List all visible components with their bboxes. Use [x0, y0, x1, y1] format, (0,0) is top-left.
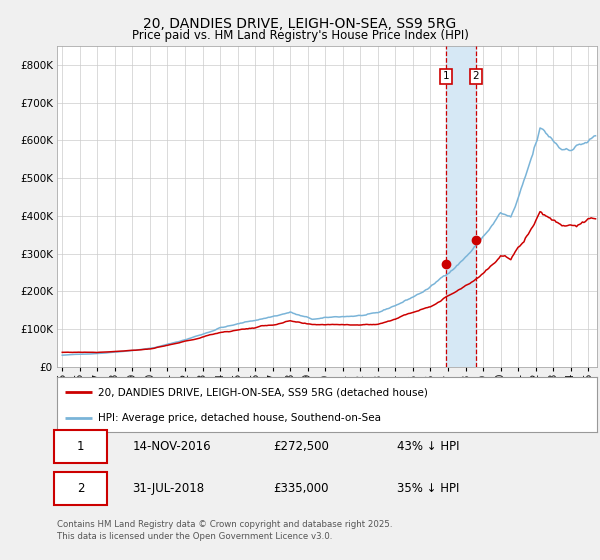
FancyBboxPatch shape	[54, 430, 107, 463]
Text: 1: 1	[77, 440, 85, 453]
Text: 14-NOV-2016: 14-NOV-2016	[133, 440, 211, 453]
Text: £272,500: £272,500	[273, 440, 329, 453]
Text: Price paid vs. HM Land Registry's House Price Index (HPI): Price paid vs. HM Land Registry's House …	[131, 29, 469, 42]
FancyBboxPatch shape	[54, 472, 107, 505]
Text: 20, DANDIES DRIVE, LEIGH-ON-SEA, SS9 5RG: 20, DANDIES DRIVE, LEIGH-ON-SEA, SS9 5RG	[143, 17, 457, 31]
Bar	[446, 46, 476, 367]
Text: Contains HM Land Registry data © Crown copyright and database right 2025.
This d: Contains HM Land Registry data © Crown c…	[57, 520, 392, 541]
Text: 2: 2	[472, 71, 479, 81]
Text: 31-JUL-2018: 31-JUL-2018	[133, 482, 205, 495]
Text: 2: 2	[77, 482, 85, 495]
Text: 35% ↓ HPI: 35% ↓ HPI	[397, 482, 460, 495]
Text: HPI: Average price, detached house, Southend-on-Sea: HPI: Average price, detached house, Sout…	[97, 413, 380, 422]
Text: 1: 1	[442, 71, 449, 81]
Text: 43% ↓ HPI: 43% ↓ HPI	[397, 440, 460, 453]
Text: £335,000: £335,000	[273, 482, 329, 495]
Text: 20, DANDIES DRIVE, LEIGH-ON-SEA, SS9 5RG (detached house): 20, DANDIES DRIVE, LEIGH-ON-SEA, SS9 5RG…	[97, 388, 427, 397]
